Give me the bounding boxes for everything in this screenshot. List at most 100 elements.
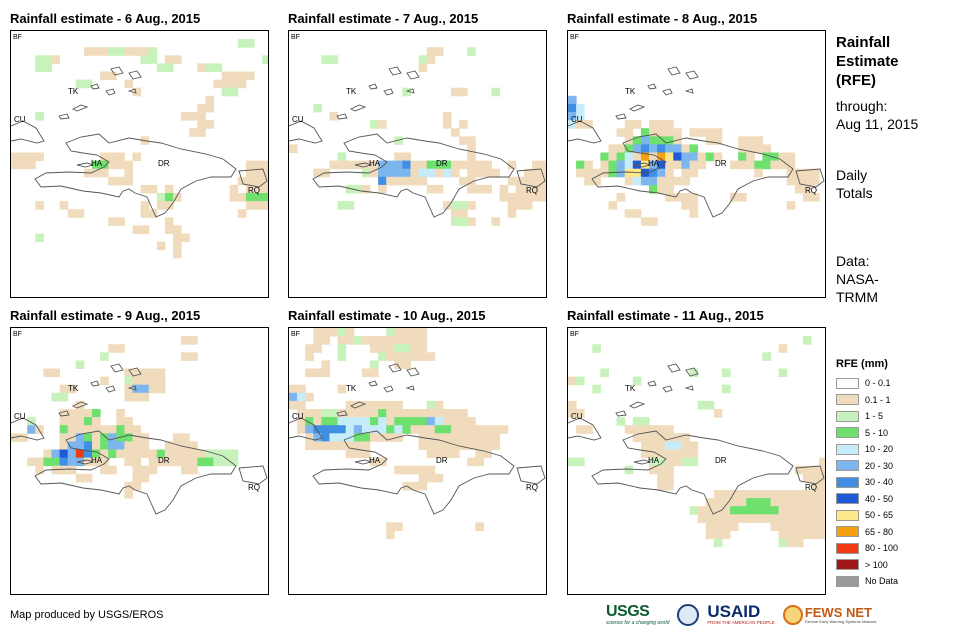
rainfall-cell [649, 152, 658, 162]
rainfall-cell [475, 168, 484, 178]
rainfall-cell [321, 55, 330, 64]
rainfall-cell [262, 193, 268, 202]
rainfall-cell [329, 55, 339, 64]
rainfall-cell [426, 465, 436, 475]
rainfall-cell [124, 168, 133, 178]
rainfall-cell [632, 209, 642, 218]
rainfall-cell [576, 160, 585, 170]
rainfall-cell [576, 376, 585, 386]
rainfall-cell [507, 193, 517, 202]
rainfall-cell [624, 160, 634, 170]
rainfall-cell [67, 417, 77, 426]
rainfall-cell [754, 498, 763, 507]
rainfall-cell [132, 392, 142, 402]
rainfall-cell [245, 39, 255, 48]
rainfall-cell [337, 328, 347, 337]
legend-item: 30 - 40 [836, 474, 898, 491]
totals-label: Totals [836, 185, 873, 201]
rainfall-cell [108, 441, 117, 450]
rainfall-cell [523, 201, 533, 210]
rainfall-cell [762, 144, 771, 153]
coastline [110, 66, 124, 76]
rainfall-cell [608, 201, 618, 210]
rainfall-cell [116, 344, 125, 353]
place-label-rq: RQ [248, 186, 260, 195]
rainfall-cell [140, 376, 150, 386]
rainfall-cell [451, 87, 460, 97]
rainfall-cell [124, 417, 133, 426]
rainfall-cell [321, 433, 330, 442]
rainfall-cell [467, 152, 476, 162]
rainfall-cell [189, 336, 198, 345]
rainfall-cell [624, 120, 634, 129]
rainfall-cell [254, 160, 263, 170]
rainfall-cell [624, 144, 634, 153]
rainfall-cell [205, 63, 214, 72]
rainfall-cell [27, 160, 36, 170]
rainfall-cell [156, 449, 166, 459]
rainfall-cell [802, 498, 812, 507]
rainfall-cell [337, 441, 347, 450]
panel-title-aug8: Rainfall estimate - 8 Aug., 2015 [567, 11, 758, 26]
rainfall-cell [361, 368, 371, 378]
rainfall-cell [321, 360, 330, 369]
rainfall-cell [402, 328, 411, 337]
rainfall-cell [305, 417, 314, 426]
rainfall-cell [148, 376, 158, 386]
rainfall-cell [584, 160, 593, 170]
rainfall-cell [762, 490, 771, 499]
rainfall-cell [418, 465, 428, 475]
rainfall-cell [337, 201, 347, 210]
rainfall-cell [426, 417, 436, 426]
rainfall-cell [532, 168, 541, 178]
rainfall-cell [386, 409, 395, 418]
coastline [405, 88, 415, 94]
place-label-cu: CU [14, 115, 26, 124]
legend-label: 1 - 5 [865, 411, 884, 422]
rainfall-cell [100, 441, 109, 450]
rainfall-cell [418, 417, 428, 426]
place-label-tk: TK [346, 87, 357, 96]
rainfall-cell [361, 400, 371, 410]
rainfall-cell [467, 160, 476, 170]
rainfall-cell [35, 63, 44, 72]
rainfall-cell [189, 457, 198, 467]
place-label-ha: HA [369, 456, 381, 465]
rainfall-cell [337, 336, 347, 345]
rainfall-cell [329, 417, 339, 426]
rainfall-cell [689, 368, 699, 378]
legend-swatch [836, 509, 859, 521]
rainfall-cell [402, 344, 411, 353]
rainfall-cell [108, 160, 117, 170]
rainfall-cell [189, 128, 198, 137]
legend-swatch [836, 493, 859, 505]
usgs-logo-text: USGS [606, 603, 650, 620]
rainfall-cell [665, 136, 674, 145]
rainfall-cell [532, 176, 541, 186]
rainfall-cell [697, 506, 707, 515]
rainfall-cell [459, 136, 468, 145]
legend-item: 50 - 65 [836, 507, 898, 524]
legend-item: 80 - 100 [836, 540, 898, 557]
legend-label: 30 - 40 [865, 477, 894, 488]
rainfall-cell [665, 160, 674, 170]
rainfall-cell [75, 417, 85, 426]
rainfall-cell [378, 120, 387, 129]
rainfall-cell [402, 465, 411, 475]
rainfall-cell [434, 473, 444, 483]
rainfall-cell [418, 481, 428, 491]
rainfall-cell [632, 136, 642, 145]
rainfall-cell [657, 481, 666, 491]
rainfall-cell [116, 449, 125, 459]
rainfall-cell [108, 465, 117, 475]
rainfall-cell [35, 201, 44, 210]
rainfall-cell [786, 152, 796, 162]
rainfall-cell [124, 392, 133, 402]
coastline [516, 465, 546, 485]
rainfall-cell [632, 120, 642, 129]
place-label-bf: BF [291, 331, 300, 338]
rainfall-cell [467, 433, 476, 442]
rainfall-cell [689, 152, 699, 162]
rainfall-cell [705, 128, 715, 137]
rainfall-cell [819, 457, 825, 467]
